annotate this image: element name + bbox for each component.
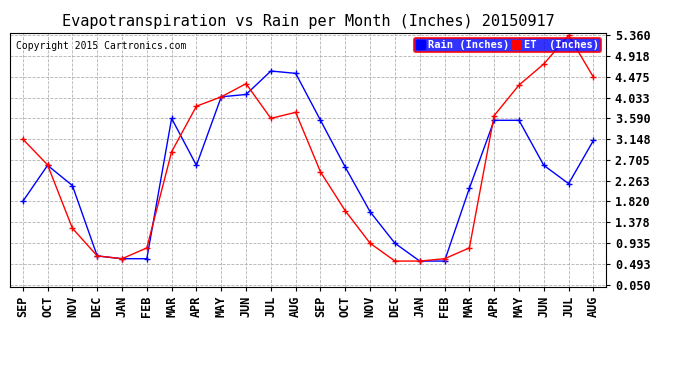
Legend: Rain (Inches), ET  (Inches): Rain (Inches), ET (Inches) — [414, 38, 600, 53]
Title: Evapotranspiration vs Rain per Month (Inches) 20150917: Evapotranspiration vs Rain per Month (In… — [61, 14, 555, 29]
Text: Copyright 2015 Cartronics.com: Copyright 2015 Cartronics.com — [17, 40, 187, 51]
